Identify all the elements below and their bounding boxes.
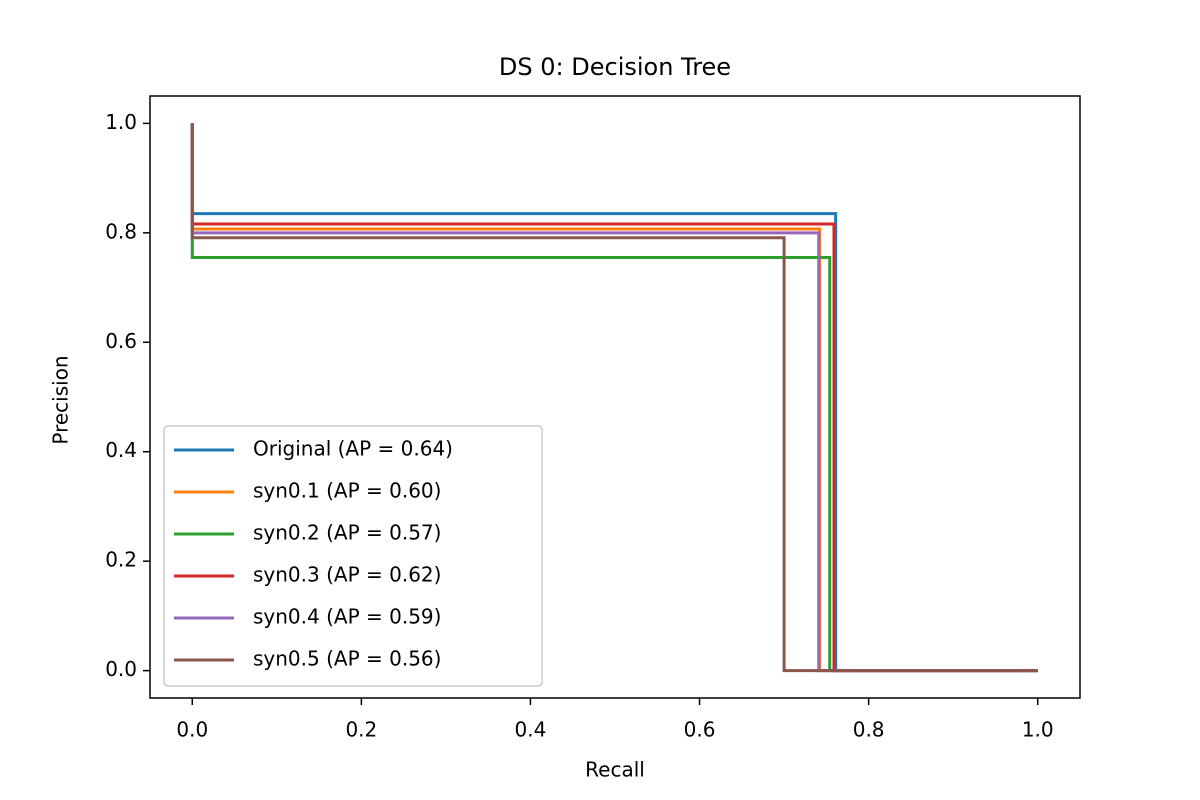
x-tick-label: 0.2 bbox=[345, 718, 377, 742]
legend-box bbox=[163, 425, 543, 687]
legend-label: syn0.5 (AP = 0.56) bbox=[253, 647, 441, 671]
y-tick-label: 0.0 bbox=[105, 657, 137, 681]
y-tick-label: 0.8 bbox=[105, 219, 137, 243]
legend-label: syn0.2 (AP = 0.57) bbox=[253, 521, 441, 545]
legend-label: syn0.4 (AP = 0.59) bbox=[253, 605, 441, 629]
x-tick-label: 1.0 bbox=[1022, 718, 1054, 742]
legend-label: syn0.3 (AP = 0.62) bbox=[253, 563, 441, 587]
y-tick-label: 1.0 bbox=[105, 110, 137, 134]
x-tick-label: 0.6 bbox=[684, 718, 716, 742]
y-tick-label: 0.6 bbox=[105, 329, 137, 353]
series-line bbox=[190, 123, 1038, 673]
x-tick-label: 0.8 bbox=[853, 718, 885, 742]
y-tick-label: 0.2 bbox=[105, 548, 137, 572]
chart-title: DS 0: Decision Tree bbox=[499, 53, 731, 81]
x-tick-label: 0.0 bbox=[176, 718, 208, 742]
x-axis-label: Recall bbox=[585, 758, 645, 782]
y-tick-label: 0.4 bbox=[105, 438, 137, 462]
y-axis-label: Precision bbox=[49, 355, 73, 444]
x-tick-label: 0.4 bbox=[515, 718, 547, 742]
legend-label: Original (AP = 0.64) bbox=[253, 437, 453, 461]
legend-label: syn0.1 (AP = 0.60) bbox=[253, 479, 441, 503]
plot-frame bbox=[149, 95, 1081, 699]
